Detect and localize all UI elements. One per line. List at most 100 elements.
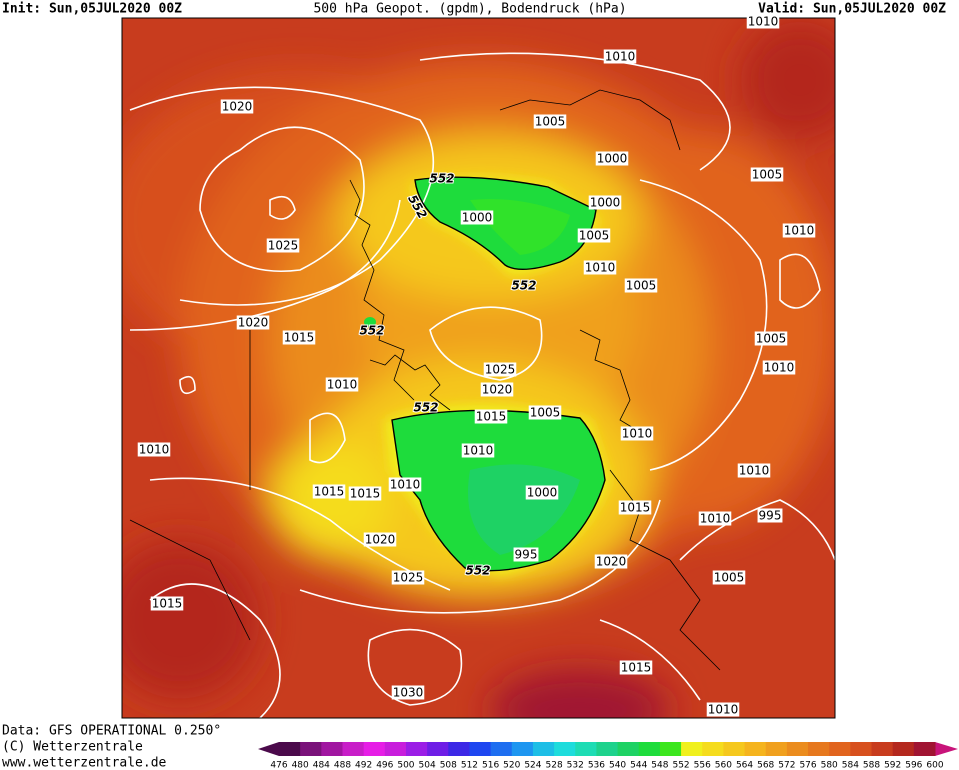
isobar-label-box bbox=[513, 547, 539, 562]
isobar-label: 1010 bbox=[390, 478, 421, 492]
isobar-label: 1015 bbox=[152, 597, 183, 611]
colorbar-swatch bbox=[300, 742, 322, 756]
map-frame bbox=[121, 17, 836, 719]
isobar-label: 1015 bbox=[350, 487, 381, 501]
isobar-label-box bbox=[618, 500, 652, 515]
isobar-label-box bbox=[525, 485, 559, 500]
isobar-label-box bbox=[594, 554, 628, 569]
isobar-label: 1005 bbox=[535, 115, 566, 129]
colorbar-swatch bbox=[363, 742, 386, 756]
isobar-label-box bbox=[619, 660, 653, 675]
isobar-label-box bbox=[266, 238, 300, 253]
isobar-label-box bbox=[746, 14, 780, 29]
isobar-label-box bbox=[325, 377, 359, 392]
colorbar-swatch bbox=[765, 742, 788, 756]
isobar-label-box bbox=[603, 49, 637, 64]
colorbar: 476 480 484 488 492 496 500 504 508 512 516 520 524 5… bbox=[258, 742, 958, 770]
colorbar-swatch bbox=[913, 742, 936, 756]
colorbar-label: 508 bbox=[440, 761, 457, 770]
colorbar-swatch bbox=[279, 742, 301, 756]
isobar-label-box bbox=[480, 382, 514, 397]
colorbar-swatch bbox=[850, 742, 873, 756]
isobar-label: 995 bbox=[759, 509, 782, 523]
colorbar-label: 488 bbox=[334, 761, 351, 770]
colorbar-label: 480 bbox=[292, 761, 309, 770]
colorbar-swatch bbox=[554, 742, 576, 756]
isobar-label-box bbox=[388, 477, 422, 492]
colorbar-label: 592 bbox=[884, 761, 901, 770]
isobar-label-box bbox=[757, 508, 783, 523]
colorbar-swatch bbox=[321, 742, 343, 756]
colorbar-swatch bbox=[469, 742, 492, 756]
isobar-label: 1010 bbox=[585, 261, 616, 275]
isobar-label-box bbox=[460, 210, 494, 225]
isobar-label: 1010 bbox=[139, 443, 170, 457]
colorbar-swatch bbox=[490, 742, 513, 756]
isobar-label: 1020 bbox=[238, 316, 269, 330]
isobar-label: 1005 bbox=[756, 332, 787, 346]
colorbar-label: 556 bbox=[694, 761, 711, 770]
isobar-label: 1005 bbox=[714, 571, 745, 585]
isobar-label: 1015 bbox=[621, 661, 652, 675]
isobar-label-box bbox=[595, 151, 629, 166]
isobar-label-box bbox=[348, 486, 382, 501]
data-source: Data: GFS OPERATIONAL 0.250° bbox=[2, 724, 221, 739]
colorbar-swatch bbox=[786, 742, 809, 756]
colorbar-label: 584 bbox=[842, 761, 859, 770]
isobar-label: 1005 bbox=[752, 168, 783, 182]
colorbar-label: 524 bbox=[524, 761, 541, 770]
colorbar-swatch bbox=[575, 742, 597, 756]
valid-time: Valid: Sun,05JUL2020 00Z bbox=[758, 2, 946, 17]
colorbar-swatch bbox=[829, 742, 851, 756]
map-title: 500 hPa Geopot. (gpdm), Bodendruck (hPa) bbox=[313, 2, 626, 17]
isobar-label-box bbox=[737, 463, 771, 478]
isobar-label-box bbox=[528, 405, 562, 420]
isobar-label: 1010 bbox=[605, 50, 636, 64]
colorbar-swatch bbox=[596, 742, 619, 756]
contour-label: 552 bbox=[511, 279, 536, 293]
colorbar-arrow bbox=[258, 742, 279, 756]
isobar-label: 1010 bbox=[739, 464, 770, 478]
isobar-label-box bbox=[577, 228, 611, 243]
isobar-label: 1010 bbox=[748, 15, 779, 29]
isobar-label-box bbox=[220, 99, 254, 114]
colorbar-label: 540 bbox=[609, 761, 626, 770]
contour-label: 552 bbox=[413, 401, 438, 415]
isobar-label: 995 bbox=[515, 548, 538, 562]
isobar-label: 1000 bbox=[462, 211, 493, 225]
colorbar-label: 544 bbox=[630, 761, 647, 770]
isobar-label: 1010 bbox=[708, 703, 739, 717]
colorbar-swatch bbox=[448, 742, 470, 756]
website: www.wetterzentrale.de bbox=[2, 756, 167, 770]
map bbox=[122, 18, 835, 718]
colorbar-label: 552 bbox=[672, 761, 689, 770]
isobar-label-box bbox=[483, 362, 517, 377]
isobar-label: 1020 bbox=[596, 555, 627, 569]
colorbar-swatch bbox=[638, 742, 661, 756]
colorbar-swatch bbox=[723, 742, 746, 756]
colorbar-swatch bbox=[702, 742, 724, 756]
colorbar-label: 504 bbox=[419, 761, 436, 770]
isobar-label: 1015 bbox=[284, 331, 315, 345]
isobar-label-box bbox=[236, 315, 270, 330]
contour-label: 552 bbox=[429, 172, 454, 186]
copyright: (C) Wetterzentrale bbox=[2, 740, 143, 755]
colorbar-swatch bbox=[342, 742, 365, 756]
colorbar-label: 560 bbox=[715, 761, 732, 770]
isobar-label: 1025 bbox=[268, 239, 299, 253]
colorbar-label: 564 bbox=[736, 761, 753, 770]
isobar-label-box bbox=[750, 167, 784, 182]
colorbar-swatch bbox=[681, 742, 703, 756]
isobar-label-box bbox=[461, 443, 495, 458]
isobar-label: 1025 bbox=[485, 363, 516, 377]
colorbar-label: 516 bbox=[482, 761, 499, 770]
isobar-label: 1010 bbox=[700, 512, 731, 526]
colorbar-swatch bbox=[808, 742, 830, 756]
contour-label: 552 bbox=[465, 564, 490, 578]
isobar-label: 1015 bbox=[314, 485, 345, 499]
colorbar-label: 520 bbox=[503, 761, 520, 770]
isobar-label: 1030 bbox=[393, 686, 424, 700]
isobar-label-box bbox=[137, 442, 171, 457]
isobar-label: 1015 bbox=[476, 410, 507, 424]
colorbar-swatch bbox=[871, 742, 894, 756]
